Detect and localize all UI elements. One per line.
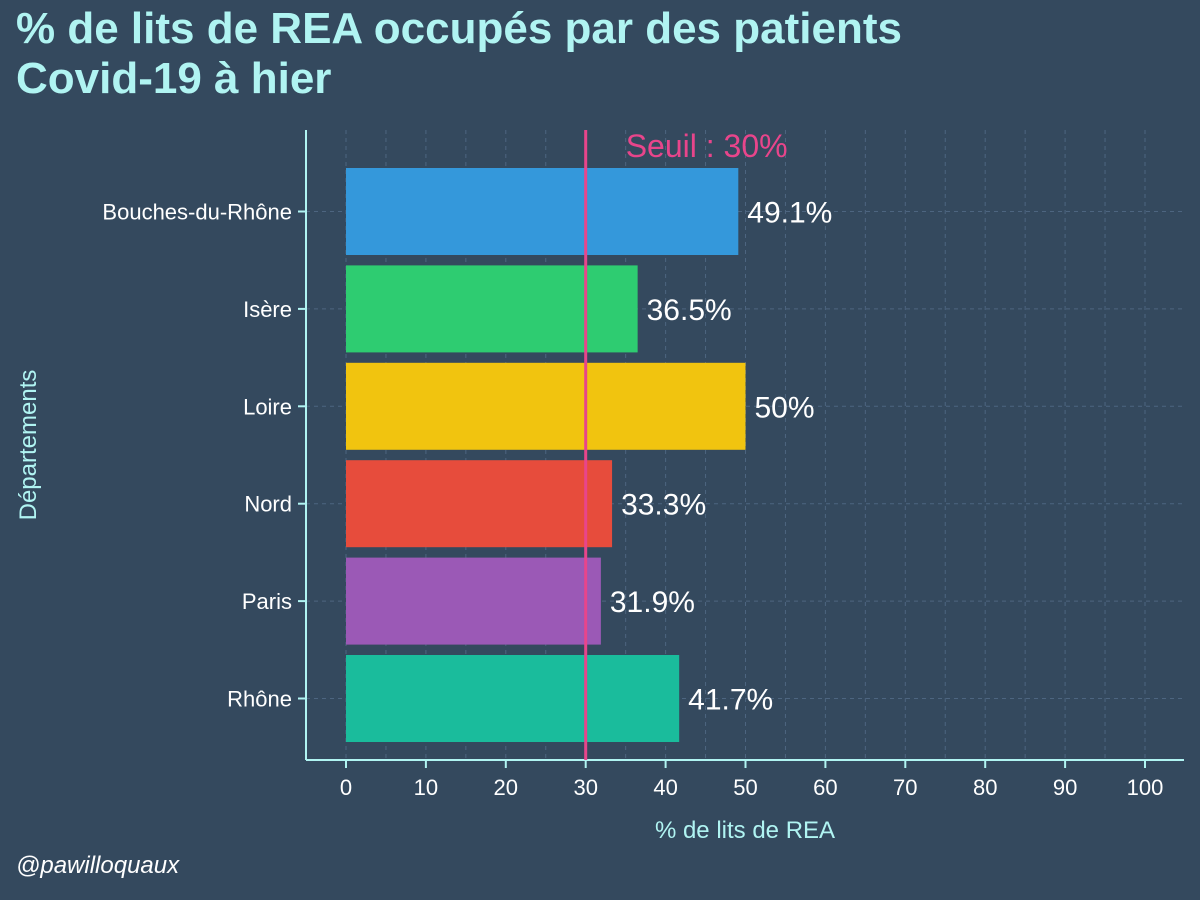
bar-1: [346, 265, 638, 353]
bar-2: [346, 362, 746, 450]
y-tick-label: Isère: [243, 297, 292, 322]
x-tick-label: 30: [573, 775, 597, 800]
x-tick-label: 40: [653, 775, 677, 800]
y-tick-label: Loire: [243, 394, 292, 419]
bars: [346, 168, 746, 742]
bar-3: [346, 460, 613, 548]
x-tick-label: 90: [1053, 775, 1077, 800]
value-label: 50%: [755, 391, 815, 424]
y-axis-title: Départements: [15, 370, 42, 521]
caption: @pawilloquaux: [16, 852, 180, 879]
x-tick-label: 70: [893, 775, 917, 800]
x-tick-label: 80: [973, 775, 997, 800]
bar-5: [346, 655, 680, 742]
x-tick-label: 100: [1127, 775, 1164, 800]
x-tick-label: 50: [733, 775, 757, 800]
threshold-label: Seuil : 30%: [626, 128, 788, 164]
bar-0: [346, 168, 739, 255]
value-label: 49.1%: [747, 197, 832, 230]
value-label: 41.7%: [688, 684, 773, 717]
y-tick-label: Bouches-du-Rhône: [102, 200, 292, 225]
value-label: 33.3%: [621, 489, 706, 522]
y-tick-label: Rhône: [227, 687, 292, 712]
ticks: Bouches-du-Rhône Isère Loire Nord Paris Rhône…: [102, 200, 1163, 801]
bar-4: [346, 557, 601, 645]
value-label: 36.5%: [647, 294, 732, 327]
x-tick-label: 10: [414, 775, 438, 800]
x-tick-label: 0: [340, 775, 352, 800]
y-tick-label: Nord: [244, 492, 292, 517]
x-axis-title: % de lits de REA: [655, 817, 835, 844]
value-label: 31.9%: [610, 586, 695, 619]
y-tick-label: Paris: [242, 589, 292, 614]
x-tick-label: 60: [813, 775, 837, 800]
value-labels: 49.1% 36.5% 50% 33.3% 31.9% 41.7%: [610, 197, 833, 717]
x-tick-label: 20: [494, 775, 518, 800]
chart-title: % de lits de REA occupés par des patient…: [16, 4, 902, 103]
